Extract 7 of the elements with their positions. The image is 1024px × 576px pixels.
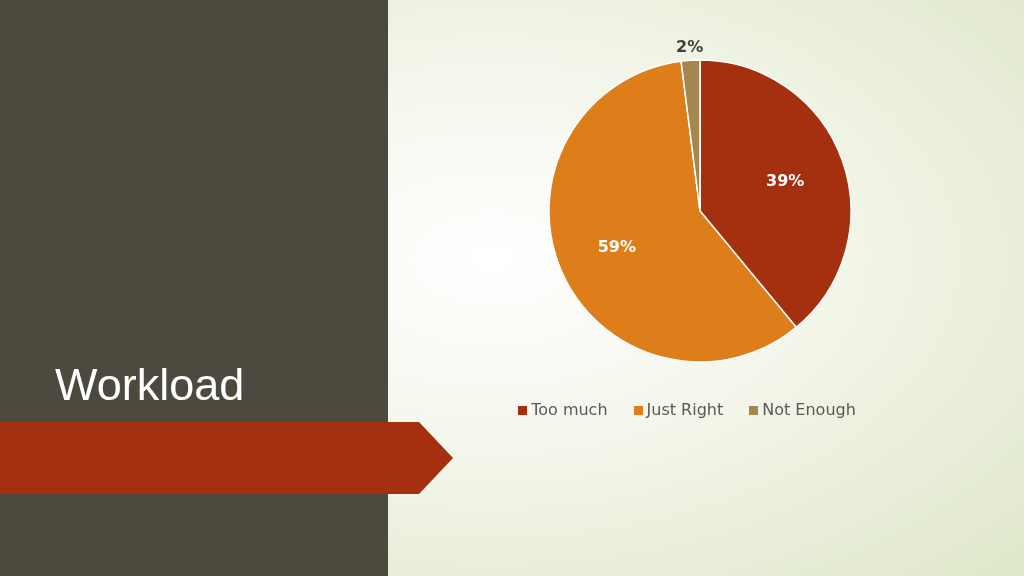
text: Workload bbox=[55, 359, 245, 410]
legend-label: Not Enough bbox=[762, 400, 856, 419]
data-label: 59% bbox=[597, 237, 636, 257]
legend-label: Too much bbox=[531, 400, 608, 419]
data-label: 2% bbox=[676, 36, 704, 56]
legend-label: Just Right bbox=[646, 400, 724, 419]
data-label: 39% bbox=[766, 170, 805, 190]
